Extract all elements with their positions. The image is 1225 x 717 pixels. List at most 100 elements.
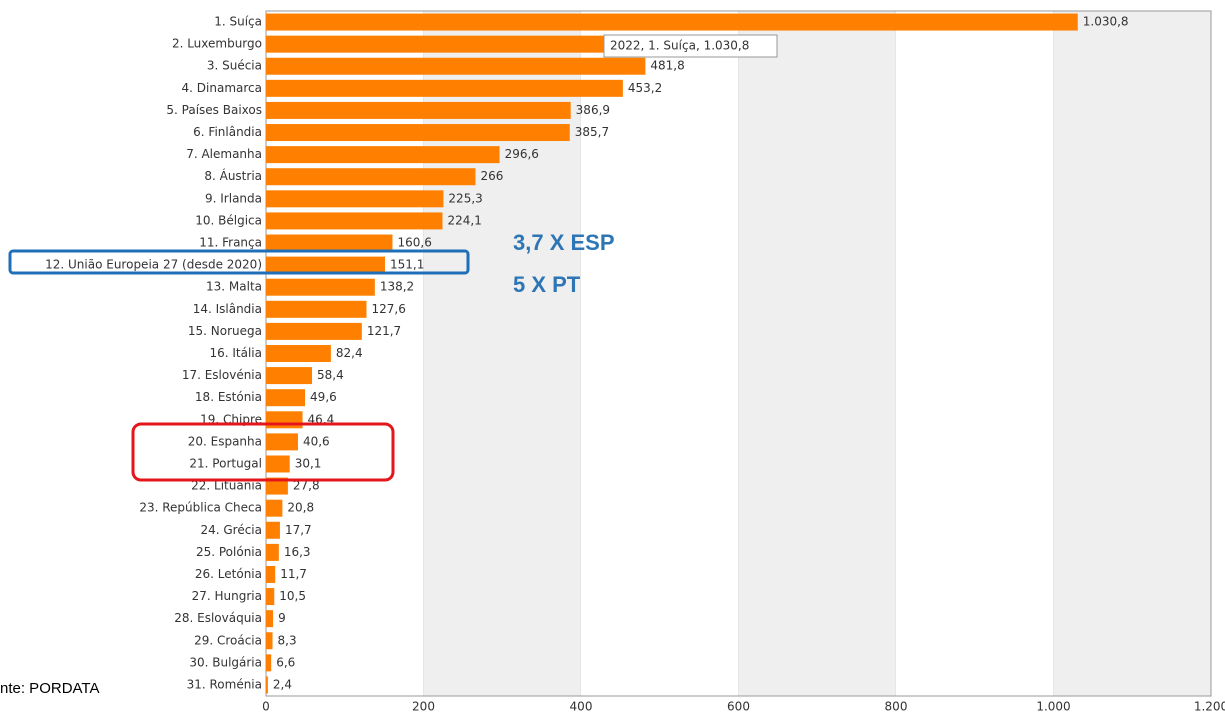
bar [266, 212, 443, 230]
marks: 1. Suíça 1.030,8 2. Luxemburgo 3. Suécia 481… [45, 13, 1129, 694]
value-label: 20,8 [287, 501, 314, 515]
y-tick-label: 4. Dinamarca [182, 81, 262, 95]
bar [266, 367, 312, 385]
y-tick-label: 23. República Checa [139, 501, 262, 515]
y-tick-label: 14. Islândia [193, 302, 262, 316]
tooltip: 2022, 1. Suíça, 1.030,8 [603, 34, 778, 58]
bar [266, 654, 272, 672]
source: nte: PORDATA [0, 680, 99, 697]
value-label: 225,3 [448, 191, 482, 205]
y-tick-label: 11. França [199, 236, 262, 250]
y-tick-label: 26. Letónia [195, 567, 262, 581]
value-label: 58,4 [317, 368, 344, 382]
bar [266, 278, 375, 296]
bar [266, 565, 276, 583]
y-tick-label: 24. Grécia [200, 523, 262, 537]
y-tick-label: 8. Áustria [204, 168, 262, 183]
bar [266, 13, 1078, 31]
value-label: 1.030,8 [1083, 15, 1129, 29]
y-tick-label: 18. Estónia [195, 390, 262, 404]
y-tick-label: 15. Noruega [188, 324, 262, 338]
bar [266, 101, 571, 119]
value-label: 481,8 [650, 59, 684, 73]
bar [266, 300, 367, 318]
x-tick-label: 600 [727, 700, 750, 714]
x-tick-label: 1.200 [1194, 700, 1225, 714]
bar [266, 389, 306, 407]
value-label: 138,2 [380, 280, 414, 294]
bar [266, 57, 646, 75]
value-label: 453,2 [628, 81, 662, 95]
value-label: 386,9 [576, 103, 610, 117]
bar [266, 632, 273, 650]
bar [266, 256, 385, 274]
x-tick-label: 1.000 [1036, 700, 1070, 714]
bar [266, 322, 362, 340]
bar [266, 190, 444, 208]
x-tick-label: 200 [412, 700, 435, 714]
y-tick-label: 5. Países Baixos [166, 103, 262, 117]
y-tick-label: 3. Suécia [207, 59, 262, 73]
bar [266, 610, 274, 628]
y-tick-label: 28. Eslováquia [174, 611, 262, 625]
y-tick-label: 30. Bulgária [189, 655, 262, 669]
y-tick-label: 13. Malta [206, 280, 262, 294]
value-label: 30,1 [295, 456, 322, 470]
bar [266, 234, 393, 252]
y-tick-label: 16. Itália [209, 346, 262, 360]
y-tick-label: 7. Alemanha [186, 147, 262, 161]
y-tick-label: 29. Croácia [194, 633, 262, 647]
value-label: 385,7 [575, 125, 609, 139]
y-tick-label: 2. Luxemburgo [172, 37, 262, 51]
value-label: 6,6 [276, 655, 295, 669]
value-label: 2,4 [273, 677, 292, 691]
y-tick-label: 31. Roménia [187, 677, 262, 691]
value-label: 11,7 [280, 567, 307, 581]
value-label: 9 [278, 611, 286, 625]
x-tick-label: 0 [262, 700, 270, 714]
bar [266, 35, 715, 53]
value-label: 151,1 [390, 258, 424, 272]
tooltip-box [603, 34, 778, 58]
bar [266, 477, 288, 495]
x-tick-label: 400 [570, 700, 593, 714]
value-label: 27,8 [293, 479, 320, 493]
value-label: 224,1 [447, 213, 481, 227]
y-tick-label: 9. Irlanda [205, 191, 262, 205]
y-tick-label: 20. Espanha [188, 434, 262, 448]
grid-band [581, 11, 739, 696]
value-label: 10,5 [279, 589, 306, 603]
value-label: 127,6 [371, 302, 405, 316]
bar [266, 146, 500, 164]
value-label: 49,6 [310, 390, 337, 404]
bar [266, 433, 298, 451]
y-tick-label: 22. Lituânia [191, 479, 262, 493]
value-label: 40,6 [303, 434, 330, 448]
grid-band [738, 11, 896, 696]
annotation: 3,7 X ESP [513, 230, 615, 255]
value-label: 16,3 [284, 545, 311, 559]
plot-background: 0 200 400 600 800 1.000 1.200 [262, 10, 1225, 714]
grid-band [896, 11, 1054, 696]
y-tick-label: 12. União Europeia 27 (desde 2020) [45, 258, 262, 272]
highlight-box-eu [8, 249, 470, 275]
bar [266, 521, 280, 539]
y-tick-label: 27. Hungria [192, 589, 262, 603]
y-tick-label: 1. Suíça [214, 15, 262, 29]
bar [266, 499, 283, 517]
bar [266, 168, 476, 186]
y-tick-label: 25. Polónia [196, 545, 262, 559]
value-label: 160,6 [397, 236, 431, 250]
value-label: 266 [480, 169, 503, 183]
bar [266, 543, 279, 561]
bar [266, 124, 570, 142]
value-label: 121,7 [367, 324, 401, 338]
bar [266, 455, 290, 473]
grid-band [1053, 11, 1211, 696]
highlight-box-es-pt [131, 422, 395, 482]
y-tick-label: 6. Finlândia [193, 125, 262, 139]
y-tick-label: 10. Bélgica [195, 213, 262, 227]
value-label: 296,6 [505, 147, 539, 161]
y-tick-label: 17. Eslovénia [182, 368, 262, 382]
